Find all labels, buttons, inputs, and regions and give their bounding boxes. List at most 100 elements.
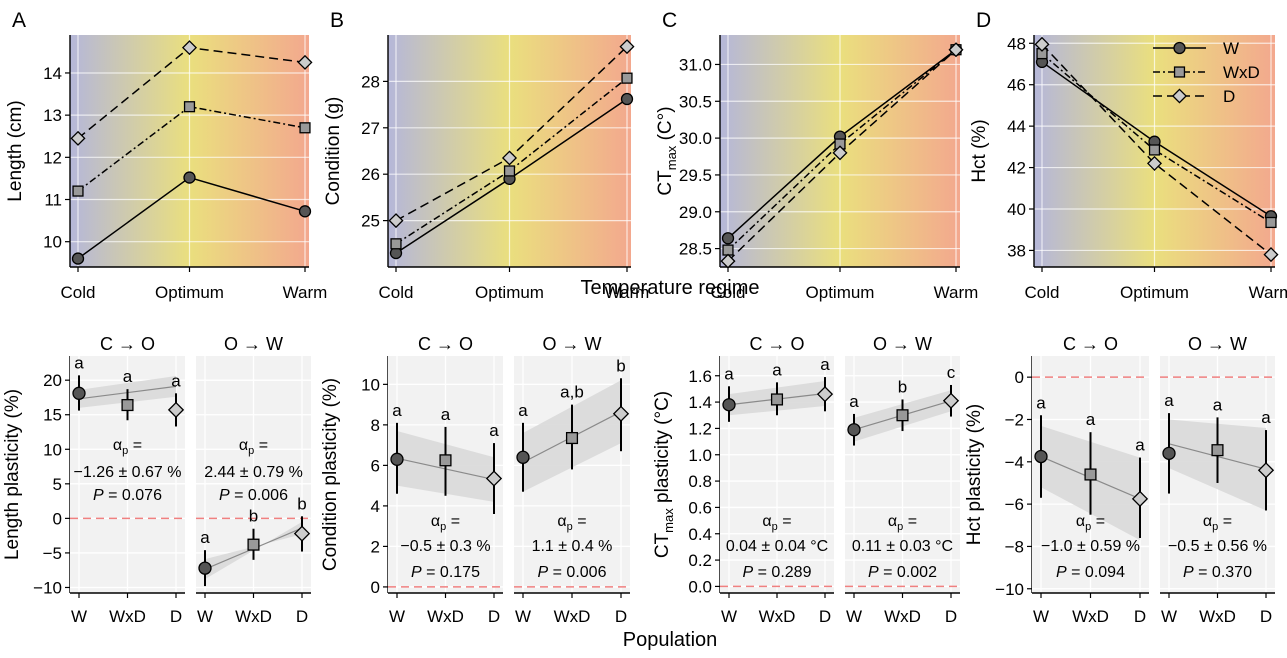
x-tick-label: Cold <box>711 283 746 302</box>
facet-title: O → W <box>1188 334 1247 354</box>
data-point-D <box>1131 490 1149 507</box>
p-value-label: P = 0.006 <box>538 564 607 581</box>
data-point-D <box>181 40 198 56</box>
y-tick-label: 14 <box>43 64 62 83</box>
facet-title: O → W <box>543 334 602 354</box>
significance-letter: a <box>849 392 859 411</box>
data-point-D <box>293 525 311 542</box>
data-point-D <box>1263 247 1279 263</box>
x-tick-label: Cold <box>1025 283 1060 302</box>
facet-F-1: a a a <box>388 356 503 593</box>
significance-letter: b <box>297 494 306 513</box>
legend-item-D: D <box>1153 87 1235 106</box>
y-tick-label: 0 <box>1015 368 1024 387</box>
significance-letter: a <box>441 405 451 424</box>
data-point-W <box>620 92 634 106</box>
slope-label: αp = <box>1203 513 1232 533</box>
x-tick-label: D <box>615 607 627 626</box>
x-tick-label: Cold <box>61 283 96 302</box>
data-point-WxD <box>299 122 311 134</box>
slope-label: αp = <box>431 513 460 533</box>
data-point-W <box>71 252 85 265</box>
legend-item-W: W <box>1153 39 1239 58</box>
slope-estimate: −1.26 ± 0.67 % <box>74 464 182 481</box>
legend-marker <box>1171 88 1188 104</box>
slope-label: αp = <box>557 513 586 533</box>
panel-letter: D <box>976 9 991 32</box>
data-point-D <box>816 386 834 403</box>
data-point-D <box>501 150 518 166</box>
legend-item-WxD: WxD <box>1153 63 1260 82</box>
y-tick-label: −2 <box>1005 410 1024 429</box>
data-point-W <box>516 450 530 464</box>
y-tick-label: 15 <box>43 406 62 425</box>
data-point-W <box>198 561 212 575</box>
y-tick-label: 0 <box>53 509 62 528</box>
y-tick-label: 1.2 <box>688 419 712 438</box>
data-point-WxD <box>183 101 196 113</box>
significance-letter: a <box>1164 391 1174 410</box>
panel-E-y-axis-title: Length plasticity (%) <box>2 389 23 560</box>
data-point-D <box>720 253 736 269</box>
y-tick-label: 28 <box>361 72 380 91</box>
y-tick-label: 0 <box>371 578 380 597</box>
x-tick-label: WxD <box>1199 607 1236 626</box>
data-point-D <box>1146 155 1163 171</box>
y-tick-label: 44 <box>1007 117 1026 136</box>
y-tick-label: 0.4 <box>688 525 712 544</box>
x-tick-label: WxD <box>1072 607 1109 626</box>
y-tick-label: 11 <box>44 191 62 210</box>
data-point-W <box>1034 449 1048 464</box>
y-tick-label: 48 <box>1007 34 1026 53</box>
x-tick-label: D <box>1260 607 1272 626</box>
significance-letter: a <box>171 371 181 390</box>
x-tick-label: W <box>71 607 87 626</box>
data-point-WxD <box>722 244 734 256</box>
y-tick-label: 5 <box>53 475 62 494</box>
y-tick-label: 12 <box>43 148 62 167</box>
data-point-D <box>485 470 503 487</box>
y-tick-label: 6 <box>371 456 380 475</box>
chart-panel-G: 0.0 0.2 0.4 0.6 0.8 1.0 1.2 1.4 1.6 CTmax plastic… <box>652 334 960 626</box>
data-point-W <box>847 423 861 437</box>
y-tick-label: 8 <box>371 416 380 435</box>
p-value-label: P = 0.175 <box>411 564 480 581</box>
facet-E-2: a b b <box>196 356 311 593</box>
panel-C-y-axis-title: CTmax (C°) <box>655 106 679 195</box>
data-point-D <box>297 54 313 70</box>
x-tick-label: WxD <box>235 607 272 626</box>
x-tick-label: W <box>515 607 531 626</box>
significance-letter: a <box>772 360 782 379</box>
x-tick-label: W <box>389 607 405 626</box>
x-tick-label: D <box>945 607 957 626</box>
data-point-D <box>612 405 630 422</box>
facet-title: O → W <box>873 334 932 354</box>
y-tick-label: 1.0 <box>688 446 712 465</box>
facet-title: C → O <box>418 334 473 354</box>
data-point-WxD <box>503 165 516 177</box>
x-tick-label: Optimum <box>475 283 544 302</box>
legend-marker <box>1173 66 1186 78</box>
significance-letter: a <box>392 401 402 420</box>
y-tick-label: 0.8 <box>688 472 712 491</box>
data-point-WxD <box>565 431 579 445</box>
significance-letter: a <box>74 353 84 372</box>
data-point-WxD <box>247 538 260 551</box>
slope-estimate: −0.5 ± 0.56 % <box>1168 538 1267 555</box>
x-tick-label: D <box>488 607 500 626</box>
slope-estimate: 1.1 ± 0.4 % <box>532 538 613 555</box>
y-tick-label: 38 <box>1007 241 1026 260</box>
x-tick-label: D <box>819 607 831 626</box>
x-tick-label: D <box>1134 607 1146 626</box>
chart-panel-D: 38 40 42 44 46 48 Cold Optimum Warm Hct (%) D <box>969 9 1287 302</box>
significance-letter: a <box>724 364 734 383</box>
y-tick-label: 31.0 <box>679 55 712 74</box>
y-tick-label: 40 <box>1007 200 1026 219</box>
y-tick-label: 0.2 <box>688 551 712 570</box>
slope-estimate: −1.0 ± 0.59 % <box>1041 538 1140 555</box>
panel-letter: A <box>12 9 26 32</box>
y-tick-label: 2 <box>371 537 380 556</box>
x-tick-label: Warm <box>605 283 650 302</box>
